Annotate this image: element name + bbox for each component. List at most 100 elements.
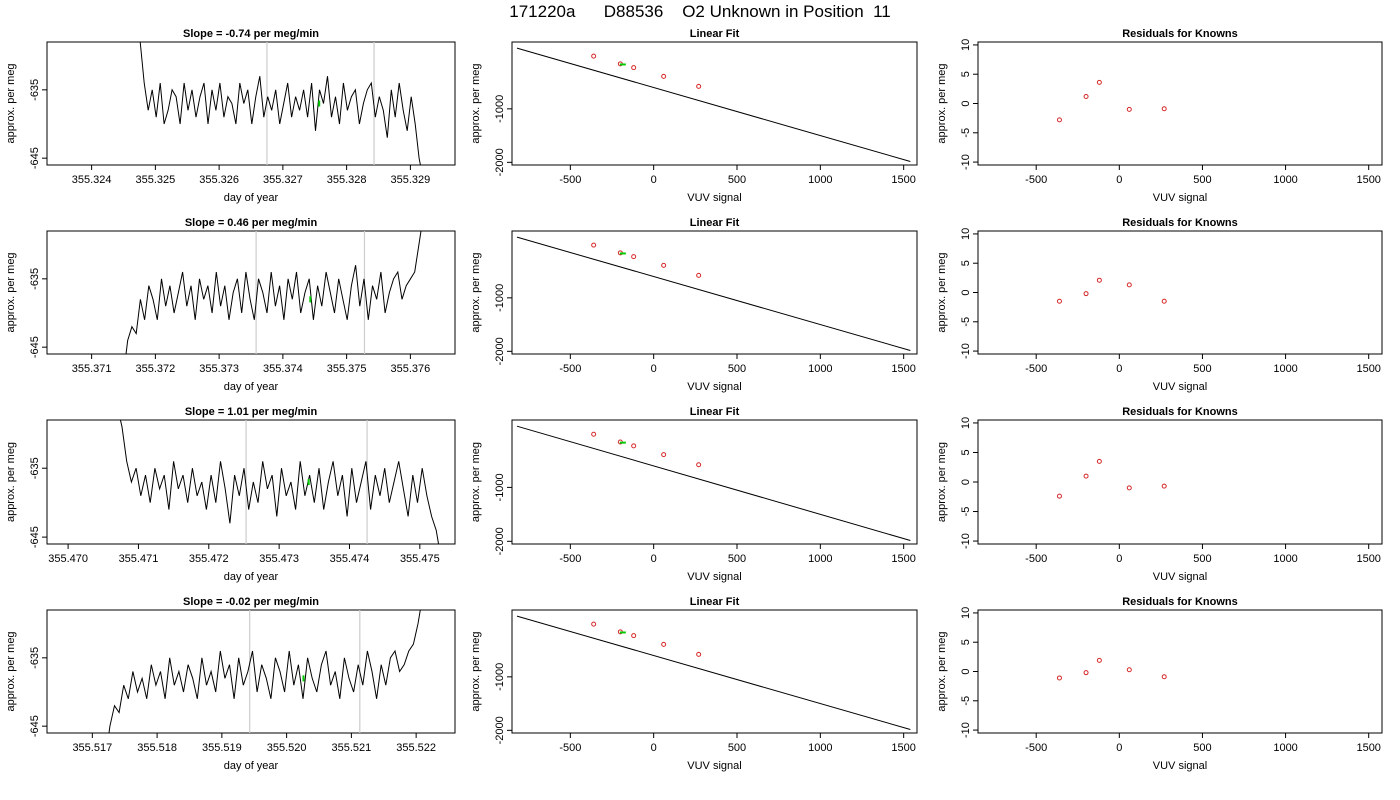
fit-line xyxy=(516,236,911,352)
known-point xyxy=(1161,298,1167,304)
known-point xyxy=(696,83,702,89)
x-tick-label: -500 xyxy=(1025,742,1047,754)
chart-panel: Linear Fit VUV signal approx. per meg -500 0… xyxy=(470,217,918,393)
x-tick-label: 0 xyxy=(651,174,657,186)
x-axis-label: day of year xyxy=(224,192,279,204)
y-tick-label: 5 xyxy=(960,71,972,77)
x-tick-label: 1500 xyxy=(891,553,915,565)
y-tick-label: -645 xyxy=(29,526,41,548)
plot-area xyxy=(516,425,911,541)
y-tick-label: 10 xyxy=(960,39,972,51)
x-axis-label: day of year xyxy=(224,760,279,772)
x-tick-label: 1500 xyxy=(1356,742,1380,754)
known-point xyxy=(1083,473,1089,479)
y-axis-label: approx. per meg xyxy=(936,442,948,522)
known-point xyxy=(631,633,637,639)
chart-panel: Slope = 1.01 per meg/min day of year appro… xyxy=(5,406,456,583)
y-axis-label: approx. per meg xyxy=(936,63,948,143)
x-tick-label: -500 xyxy=(1025,363,1047,375)
x-tick-label: -500 xyxy=(559,363,581,375)
x-tick-label: 355.328 xyxy=(327,174,367,186)
x-tick-label: 0 xyxy=(1116,363,1122,375)
known-point xyxy=(1161,674,1167,680)
x-tick-label: 355.376 xyxy=(390,363,430,375)
x-tick-label: 1000 xyxy=(1273,174,1297,186)
x-tick-label: 1000 xyxy=(1273,363,1297,375)
chart-title: Residuals for Knowns xyxy=(1122,406,1238,418)
y-tick-label: -645 xyxy=(29,147,41,169)
x-axis-label: VUV signal xyxy=(1153,381,1207,393)
x-tick-label: 500 xyxy=(1193,553,1211,565)
y-tick-label: -645 xyxy=(29,715,41,737)
x-axis-label: VUV signal xyxy=(1153,571,1207,583)
y-tick-label: -635 xyxy=(29,268,41,290)
plot-frame xyxy=(511,41,918,166)
data-series-line xyxy=(125,231,422,354)
known-point xyxy=(631,443,637,449)
plot-area xyxy=(1056,458,1167,499)
known-point xyxy=(696,651,702,657)
x-tick-label: 1500 xyxy=(891,174,915,186)
plot-frame xyxy=(511,230,918,355)
chart-title: Residuals for Knowns xyxy=(1122,28,1238,40)
chart-panel: Slope = 0.46 per meg/min day of year appro… xyxy=(5,217,456,393)
x-tick-label: 355.373 xyxy=(199,363,239,375)
y-tick-label: 0 xyxy=(960,479,972,485)
x-tick-label: 0 xyxy=(1116,742,1122,754)
known-point xyxy=(661,452,667,458)
chart-title: Residuals for Knowns xyxy=(1122,596,1238,608)
chart-panel: Residuals for Knowns VUV signal approx. pe… xyxy=(936,217,1383,393)
x-axis-label: VUV signal xyxy=(687,571,741,583)
y-axis-label: approx. per meg xyxy=(936,631,948,711)
chart-panel: Linear Fit VUV signal approx. per meg -500 0… xyxy=(470,596,918,772)
chart-title: Linear Fit xyxy=(690,217,740,229)
x-tick-label: 355.325 xyxy=(135,174,175,186)
chart-title: Slope = 1.01 per meg/min xyxy=(185,406,318,418)
x-axis-label: day of year xyxy=(224,571,279,583)
y-tick-label: -5 xyxy=(960,128,972,138)
x-tick-label: 1000 xyxy=(808,174,832,186)
x-tick-label: 500 xyxy=(728,742,746,754)
x-tick-label: -500 xyxy=(559,742,581,754)
plot-frame xyxy=(46,230,456,355)
x-tick-label: 355.327 xyxy=(263,174,303,186)
known-point xyxy=(1083,93,1089,99)
known-point xyxy=(1096,277,1102,283)
known-point xyxy=(1083,291,1089,297)
y-tick-label: 10 xyxy=(960,228,972,240)
plot-area xyxy=(108,610,421,733)
known-point xyxy=(631,254,637,260)
chart-panel: Linear Fit VUV signal approx. per meg -500 0… xyxy=(470,406,918,583)
y-axis-label: approx. per meg xyxy=(5,631,17,711)
plot-frame xyxy=(511,419,918,545)
x-tick-label: 355.517 xyxy=(72,742,112,754)
plot-frame xyxy=(511,609,918,734)
plot-frame xyxy=(46,419,456,545)
x-tick-label: 500 xyxy=(728,363,746,375)
x-tick-label: 500 xyxy=(728,553,746,565)
x-tick-label: 355.374 xyxy=(263,363,303,375)
plot-frame xyxy=(977,230,1383,355)
chart-title: Linear Fit xyxy=(690,406,740,418)
x-tick-label: 355.474 xyxy=(330,553,370,565)
chart-panel: Slope = -0.02 per meg/min day of year appr… xyxy=(5,596,456,772)
y-tick-label: 0 xyxy=(960,100,972,106)
x-axis-label: day of year xyxy=(224,381,279,393)
x-tick-label: 500 xyxy=(728,174,746,186)
y-tick-label: -2000 xyxy=(494,716,506,744)
plot-area xyxy=(516,47,911,163)
x-tick-label: 355.522 xyxy=(396,742,436,754)
data-series-line xyxy=(108,610,421,733)
chart-panel: Residuals for Knowns VUV signal approx. pe… xyxy=(936,28,1383,204)
plot-area xyxy=(125,231,422,354)
y-tick-label: 0 xyxy=(960,289,972,295)
fit-line xyxy=(516,615,911,731)
plot-frame xyxy=(46,41,456,166)
x-tick-label: -500 xyxy=(559,174,581,186)
x-tick-label: 0 xyxy=(1116,553,1122,565)
x-tick-label: 355.371 xyxy=(72,363,112,375)
known-point xyxy=(1056,298,1062,304)
x-tick-label: 0 xyxy=(651,742,657,754)
